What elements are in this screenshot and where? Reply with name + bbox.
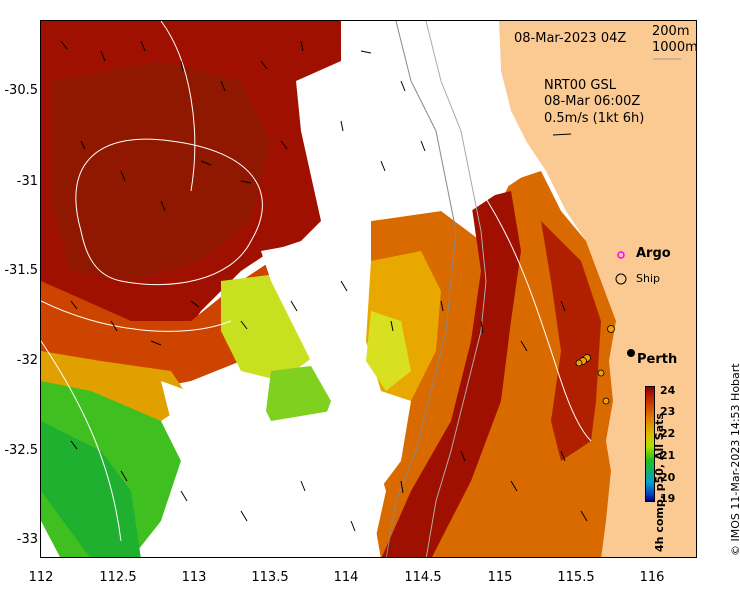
city-label-perth: Perth [637,352,678,367]
x-tick-label: 113.5 [251,570,289,585]
cloud-gap-south [142,381,386,557]
colorbar-tick-label: 20 [660,471,676,484]
y-tick-label: -30.5 [4,83,38,98]
perth-city-marker [627,349,635,357]
x-tick-label: 114.5 [404,570,442,585]
x-tick-label: 116 [639,570,665,585]
sst-region-east-lime [366,311,411,391]
map-timestamp: 08-Mar-2023 04Z [514,31,627,46]
colorbar-title: 4h comp, p50, All Sats [653,413,666,552]
sst-region-southwest-cool [41,421,141,557]
x-tick-label: 112 [28,570,54,585]
ship-marker-icon [615,273,627,285]
y-tick-label: -31.5 [4,263,38,278]
current-scale-label: 0.5m/s (1kt 6h) [544,111,645,126]
credit-text: © IMOS 11-Mar-2023 14:53 Hobart [729,363,740,556]
current-product-label: NRT00 GSL [544,78,616,93]
sst-region-northwest-core [51,61,271,281]
ssh-contour-2 [160,21,196,192]
argo-legend-label: Argo [636,246,671,261]
ssh-contour-3 [41,300,232,332]
sst-region-coastal-hot [541,221,601,461]
ship-track [575,325,615,405]
cloud-gap-north [306,21,531,231]
current-time-label: 08-Mar 06:00Z [544,94,641,109]
x-tick-label: 114 [333,570,359,585]
y-tick-label: -31 [16,174,38,189]
colorbar-tick-label: 21 [660,449,676,462]
ssh-contour-5 [480,190,592,442]
x-tick-label: 115.5 [557,570,595,585]
y-tick-label: -32 [16,353,38,368]
current-vectors [60,40,588,532]
bathymetry-1000m [425,21,487,557]
x-tick-label: 115 [487,570,513,585]
y-tick-label: -33 [16,532,38,547]
argo-marker-icon [617,251,625,259]
x-tick-label: 113 [181,570,207,585]
bathymetry-200m [385,21,457,557]
colorbar-tick-label: 23 [660,405,676,418]
colorbar-tick-label: 19 [660,492,676,505]
ship-legend-label: Ship [636,272,660,285]
cloud-gap-central [261,231,371,381]
scale-arrow [552,133,572,136]
colorbar-tick-label: 22 [660,427,676,440]
contour-label-1000m: 1000m [652,40,698,55]
contour-label-200m: 200m [652,24,690,39]
y-tick-label: -32.5 [4,443,38,458]
sst-colorbar [645,386,655,502]
ssh-contour-4 [41,340,122,542]
x-tick-label: 112.5 [99,570,137,585]
ssh-contour-1 [75,138,263,286]
colorbar-tick-label: 24 [660,384,676,397]
